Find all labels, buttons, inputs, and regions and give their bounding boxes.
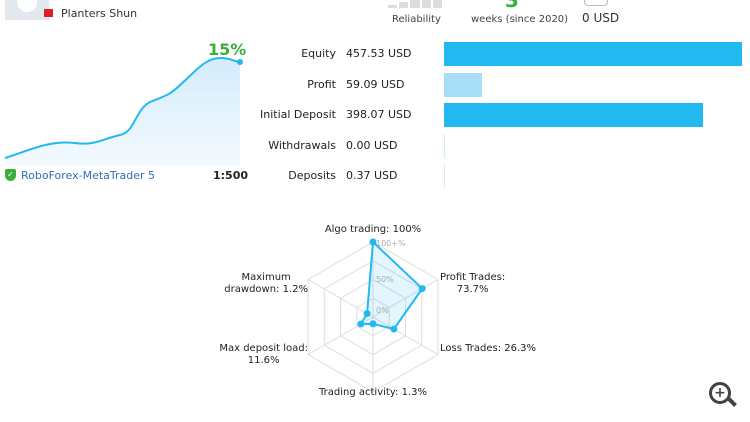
trader-name[interactable]: Planters Shun	[61, 7, 138, 20]
reliability-label: Reliability	[392, 14, 441, 25]
finance-label: Initial Deposit	[260, 108, 336, 121]
finance-bar	[444, 42, 742, 66]
finance-label: Profit	[307, 77, 336, 91]
radar-point[interactable]	[363, 310, 371, 318]
finance-row-equity: Equity 457.53 USD	[250, 42, 750, 66]
radar-point[interactable]	[369, 320, 377, 328]
radar-axis-label: Trading activity: 1.3%	[319, 387, 427, 398]
radar-axis-label: Profit Trades: 73.7%	[440, 272, 506, 295]
finance-label: Withdrawals	[268, 138, 336, 152]
zoom-icon[interactable]: +	[709, 382, 731, 404]
radar-axis	[307, 279, 374, 318]
weeks-label: weeks (since 2020)	[471, 14, 569, 25]
finance-value: 457.53 USD	[346, 47, 412, 60]
growth-percent: 15%	[208, 40, 247, 59]
finance-bar	[444, 164, 445, 188]
radar-axis-label: Algo trading: 100%	[324, 224, 422, 235]
finance-value: 0.00 USD	[346, 138, 398, 152]
finance-value: 398.07 USD	[346, 108, 412, 121]
radar-axis-label: Max deposit load: 11.6%	[219, 343, 308, 366]
radar-series	[359, 239, 424, 331]
radar-tick-label: 100+%	[376, 239, 406, 248]
radar-axis-label: Loss Trades: 26.3%	[440, 343, 537, 354]
leverage: 1:500	[213, 169, 249, 182]
growth-line	[4, 56, 241, 159]
radar-point[interactable]	[418, 285, 426, 293]
radar-axis-label: Maximum drawdown: 1.2%	[224, 272, 308, 295]
flag-icon	[44, 9, 53, 17]
finance-row-initial-deposit: Initial Deposit 398.07 USD	[250, 103, 750, 127]
finance-bar	[444, 133, 445, 158]
growth-chart[interactable]	[0, 40, 250, 165]
finance-row-profit: Profit 59.09 USD	[250, 72, 750, 97]
finance-value: 0.37 USD	[346, 169, 398, 182]
radar-point[interactable]	[369, 238, 377, 246]
radar-tick-label: 50%	[376, 275, 394, 284]
avatar[interactable]	[5, 0, 49, 20]
finance-label: Deposits	[288, 169, 336, 182]
radar-point[interactable]	[357, 320, 365, 328]
weeks-value: 3	[505, 0, 519, 12]
finance-row-deposits: Deposits 0.37 USD	[250, 164, 750, 188]
radar-axis	[372, 279, 439, 318]
finance-label: Equity	[301, 47, 336, 60]
radar-axis	[372, 316, 439, 355]
finance-bar	[444, 103, 704, 127]
finance-value: 59.09 USD	[346, 77, 405, 91]
reliability-bars-icon	[388, 0, 443, 8]
radar-point[interactable]	[390, 325, 398, 333]
verified-shield-icon: ✓	[5, 169, 16, 181]
subscribers-icon	[584, 0, 608, 6]
subscribers-value: 0 USD	[582, 11, 620, 25]
broker-link[interactable]: RoboForex-MetaTrader 5	[21, 169, 156, 182]
radar-tick-label: 0%	[376, 306, 389, 315]
finance-row-withdrawals: Withdrawals 0.00 USD	[250, 133, 750, 158]
finance-bar	[444, 72, 483, 97]
